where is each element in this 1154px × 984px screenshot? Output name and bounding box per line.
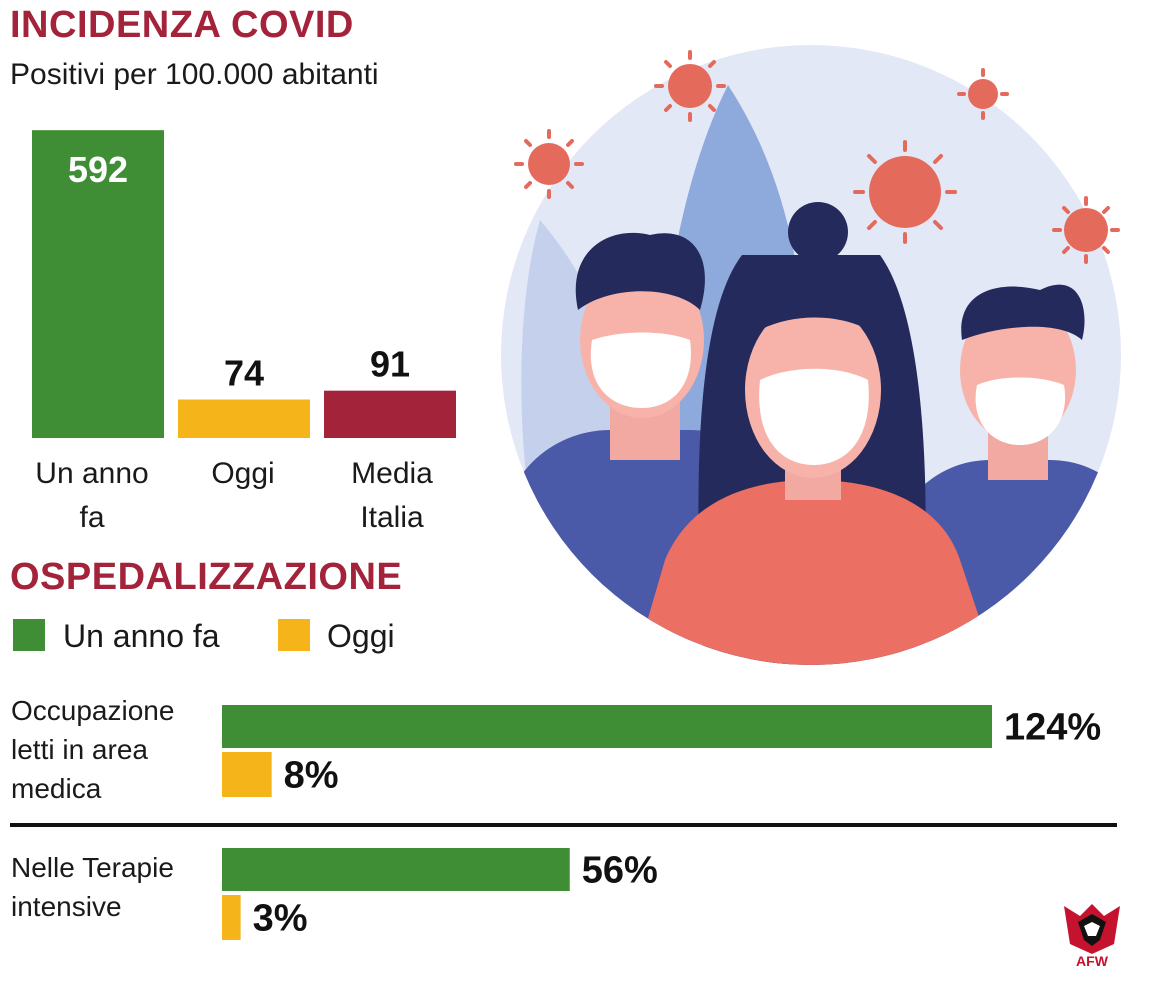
bar-oggi <box>178 399 310 438</box>
legend-swatch-un-anno-fa <box>13 619 45 651</box>
data-label-un-anno-fa: 592 <box>68 149 128 190</box>
data-label-terapie-oggi: 3% <box>253 898 308 940</box>
bar-un-anno-fa <box>32 130 164 438</box>
section-title-ospedalizzazione: OSPEDALIZZAZIONE <box>10 556 403 598</box>
legend-label-un-anno-fa: Un anno fa <box>63 618 220 654</box>
virus-icon <box>528 64 1108 252</box>
data-label-oggi: 74 <box>224 353 264 394</box>
row-label-terapie-intensive: Nelle Terapie intensive <box>11 852 174 922</box>
incidence-bar-chart: 592 74 91 <box>32 130 456 438</box>
data-label-occupazione-un-anno-fa: 124% <box>1004 707 1101 749</box>
afw-logo: AFW <box>1064 904 1120 968</box>
terapie-bar-group: 56% 3% <box>222 848 658 940</box>
legend-label-oggi: Oggi <box>327 618 395 654</box>
chart-subtitle: Positivi per 100.000 abitanti <box>10 58 379 91</box>
data-label-media-italia: 91 <box>370 344 410 385</box>
data-label-occupazione-oggi: 8% <box>284 755 339 797</box>
occupazione-bar-group: 124% 8% <box>222 705 1101 797</box>
bar-media-italia <box>324 390 456 438</box>
category-label-oggi: Oggi <box>211 457 275 490</box>
masked-person-icon <box>630 202 1000 665</box>
virus-spikes <box>514 50 1120 264</box>
row-label-occupazione: Occupazione letti in area medica <box>11 695 175 804</box>
bar-terapie-oggi <box>222 895 241 940</box>
chart-title: INCIDENZA COVID <box>10 4 354 46</box>
category-label-media-italia: Media Italia <box>351 457 433 534</box>
bar-terapie-un-anno-fa <box>222 848 570 891</box>
category-label-un-anno-fa: Un anno fa <box>35 457 149 534</box>
bar-occupazione-oggi <box>222 752 272 797</box>
data-label-terapie-un-anno-fa: 56% <box>582 850 658 892</box>
masked-people-illustration <box>501 45 1121 665</box>
svg-text:AFW: AFW <box>1076 953 1109 968</box>
divider <box>10 823 1117 827</box>
bar-occupazione-un-anno-fa <box>222 705 992 748</box>
legend-swatch-oggi <box>278 619 310 651</box>
